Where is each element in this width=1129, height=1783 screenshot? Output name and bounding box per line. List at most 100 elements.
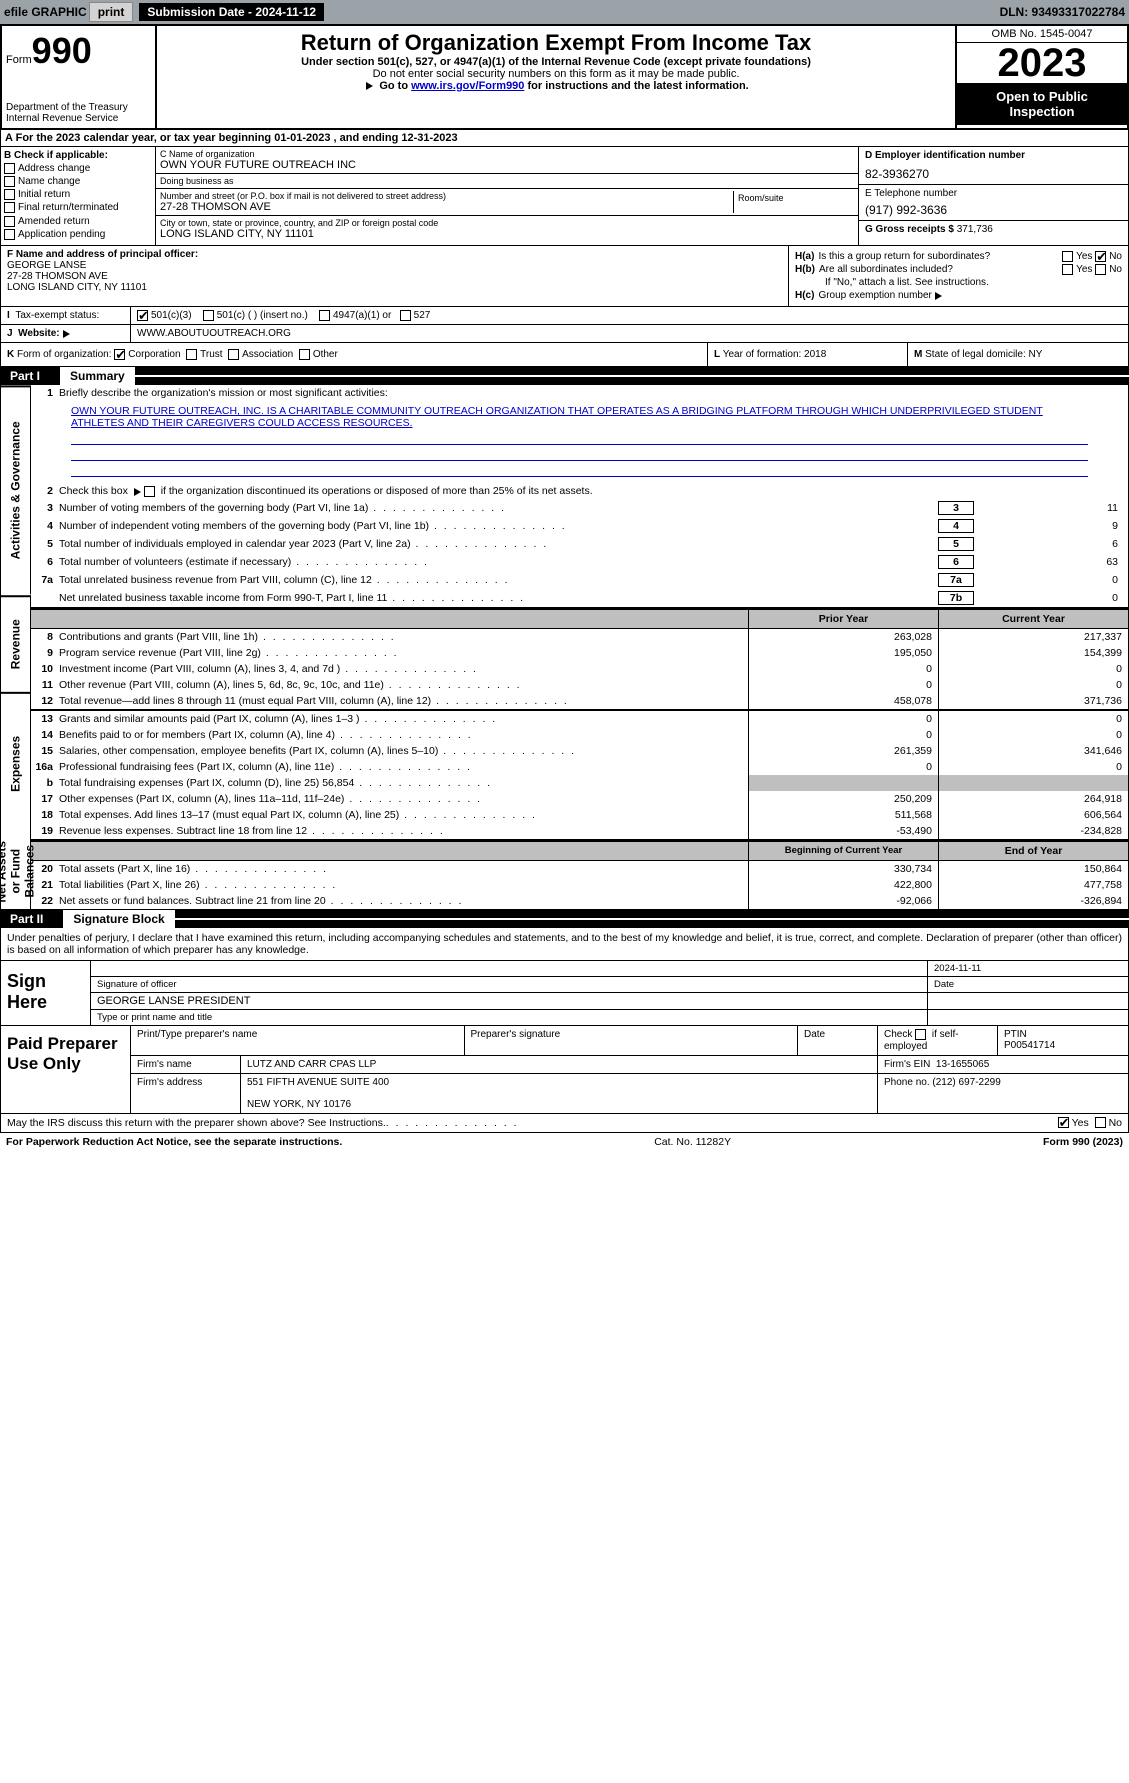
checkbox-amended[interactable] <box>4 216 15 227</box>
current-year-val: 477,758 <box>938 877 1128 893</box>
part1-header: Part I Summary <box>0 367 1129 385</box>
current-year-val: 150,864 <box>938 861 1128 877</box>
officer-name: GEORGE LANSE <box>7 260 782 271</box>
line-desc: Net unrelated business taxable income fr… <box>59 592 938 604</box>
line2: Check this box if the organization disco… <box>59 485 1124 497</box>
table-desc: Investment income (Part VIII, column (A)… <box>59 661 748 677</box>
ha-no[interactable] <box>1095 251 1106 262</box>
irs-link[interactable]: www.irs.gov/Form990 <box>411 80 524 92</box>
firm-ein: 13-1655065 <box>936 1059 989 1070</box>
dln-label: DLN: 93493317022784 <box>1000 5 1125 19</box>
table-desc: Total assets (Part X, line 16) <box>59 861 748 877</box>
cb-4947[interactable] <box>319 310 330 321</box>
cb-corp[interactable] <box>114 349 125 360</box>
current-year-val <box>938 775 1128 791</box>
top-toolbar: efile GRAPHIC print Submission Date - 20… <box>0 0 1129 24</box>
print-button[interactable]: print <box>89 2 134 22</box>
table-desc: Contributions and grants (Part VIII, lin… <box>59 629 748 645</box>
firm-phone: (212) 697-2299 <box>932 1077 1000 1088</box>
cb-discontinued[interactable] <box>144 486 155 497</box>
form-warning: Do not enter social security numbers on … <box>161 68 951 80</box>
state-domicile: State of legal domicile: NY <box>925 349 1042 360</box>
prior-year-val: 263,028 <box>748 629 938 645</box>
checkbox-initial[interactable] <box>4 189 15 200</box>
col-f: F Name and address of principal officer:… <box>1 246 788 306</box>
hb-no[interactable] <box>1095 264 1106 275</box>
prior-year-val: 195,050 <box>748 645 938 661</box>
arrow-icon <box>935 292 942 300</box>
bottom-line: For Paperwork Reduction Act Notice, see … <box>0 1133 1129 1151</box>
gross-label: G Gross receipts $ <box>865 224 954 235</box>
arrow-icon <box>366 82 373 90</box>
line-val: 63 <box>974 556 1124 568</box>
sign-block: Sign Here 2024-11-11 Signature of office… <box>0 961 1129 1026</box>
officer-street: 27-28 THOMSON AVE <box>7 271 782 282</box>
current-year-val: 0 <box>938 727 1128 743</box>
cb-other[interactable] <box>299 349 310 360</box>
cb-assoc[interactable] <box>228 349 239 360</box>
prior-year-val: 330,734 <box>748 861 938 877</box>
checkbox-pending[interactable] <box>4 229 15 240</box>
checkbox-final[interactable] <box>4 202 15 213</box>
city-value: LONG ISLAND CITY, NY 11101 <box>160 228 854 240</box>
checkbox-name[interactable] <box>4 176 15 187</box>
prior-year-val: 250,209 <box>748 791 938 807</box>
year-formation: Year of formation: 2018 <box>723 349 827 360</box>
discuss-yes[interactable] <box>1058 1117 1069 1128</box>
current-year-val: 264,918 <box>938 791 1128 807</box>
side-governance: Activities & Governance <box>1 385 31 594</box>
line-desc: Number of voting members of the governin… <box>59 502 938 514</box>
block-b-c-d: B Check if applicable: Address change Na… <box>0 147 1129 246</box>
b-title: B Check if applicable: <box>4 150 152 161</box>
prior-year-val: -92,066 <box>748 893 938 909</box>
prior-year-val: 458,078 <box>748 693 938 709</box>
prior-year-val: 0 <box>748 759 938 775</box>
col-h: H(a)Is this a group return for subordina… <box>788 246 1128 306</box>
col-d-e-g: D Employer identification number 82-3936… <box>858 147 1128 245</box>
ha-yes[interactable] <box>1062 251 1073 262</box>
open-inspection: Open to Public Inspection <box>957 83 1127 125</box>
prior-year-val: 511,568 <box>748 807 938 823</box>
current-year-val: 0 <box>938 759 1128 775</box>
form-title: Return of Organization Exempt From Incom… <box>161 30 951 56</box>
line-desc: Total number of individuals employed in … <box>59 538 938 550</box>
sign-date: 2024-11-11 <box>928 961 1128 976</box>
line-desc: Number of independent voting members of … <box>59 520 938 532</box>
table-desc: Total fundraising expenses (Part IX, col… <box>59 775 748 791</box>
table-desc: Program service revenue (Part VIII, line… <box>59 645 748 661</box>
city-label: City or town, state or province, country… <box>160 218 854 228</box>
tax-year: 2023 <box>957 43 1127 83</box>
current-year-val: 0 <box>938 661 1128 677</box>
street-label: Number and street (or P.O. box if mail i… <box>160 191 733 201</box>
line-val: 9 <box>974 520 1124 532</box>
cb-501c3[interactable] <box>137 310 148 321</box>
f-label: F Name and address of principal officer: <box>7 249 782 260</box>
checkbox-address[interactable] <box>4 163 15 174</box>
cb-501c[interactable] <box>203 310 214 321</box>
tel-value: (917) 992-3636 <box>865 203 1122 217</box>
firm-addr-label: Firm's address <box>131 1074 241 1113</box>
current-year-val: 154,399 <box>938 645 1128 661</box>
perjury-text: Under penalties of perjury, I declare th… <box>0 928 1129 961</box>
self-employed: Check if self-employed <box>878 1026 998 1054</box>
preparer-sig-label: Preparer's signature <box>465 1026 799 1054</box>
cb-self-employed[interactable] <box>915 1029 926 1040</box>
table-desc: Total expenses. Add lines 13–17 (must eq… <box>59 807 748 823</box>
part1-body: Activities & Governance Revenue Expenses… <box>0 385 1129 910</box>
dba-label: Doing business as <box>160 176 854 186</box>
hb-yes[interactable] <box>1062 264 1073 275</box>
prior-year-val: 0 <box>748 727 938 743</box>
table-desc: Revenue less expenses. Subtract line 18 … <box>59 823 748 839</box>
expenses-section: 13Grants and similar amounts paid (Part … <box>31 711 1128 841</box>
col-b: B Check if applicable: Address change Na… <box>1 147 156 245</box>
cb-trust[interactable] <box>186 349 197 360</box>
org-name-label: C Name of organization <box>160 149 854 159</box>
block-f-h: F Name and address of principal officer:… <box>0 246 1129 307</box>
table-desc: Other expenses (Part IX, column (A), lin… <box>59 791 748 807</box>
table-desc: Total liabilities (Part X, line 26) <box>59 877 748 893</box>
cb-527[interactable] <box>400 310 411 321</box>
firm-addr1: 551 FIFTH AVENUE SUITE 400 <box>247 1077 389 1088</box>
tel-label: E Telephone number <box>865 188 1122 199</box>
line-val: 6 <box>974 538 1124 550</box>
discuss-no[interactable] <box>1095 1117 1106 1128</box>
